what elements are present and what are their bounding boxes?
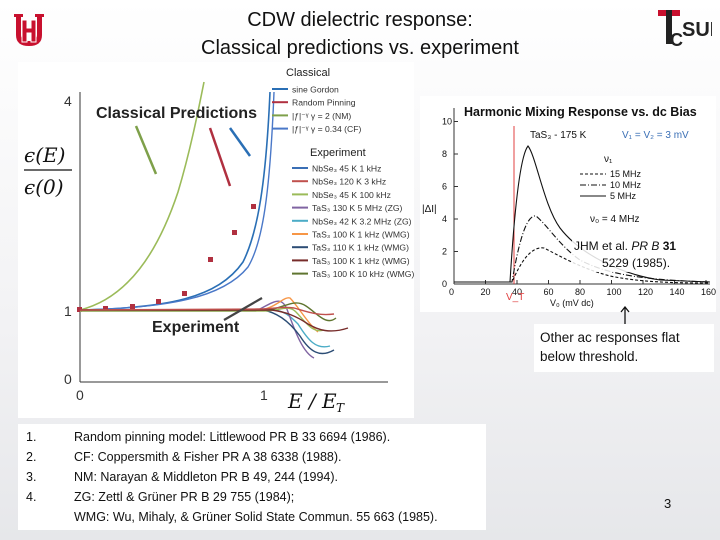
hm-x-tick-label: 40 (512, 287, 522, 297)
tcsuh-logo: C SUH (658, 10, 712, 50)
hm-freq-10: 10 MHz (610, 180, 642, 190)
legend-classical-entries: sine Gordon Random Pinning |ƒ|⁻ᵞ γ = 2 (NM… (272, 85, 361, 134)
hm-x-tick-label: 160 (701, 287, 716, 297)
arrow-classical-blue (228, 127, 252, 157)
y-label-numerator: ϵ(E) (24, 143, 65, 167)
hm-curve-10mhz (454, 215, 711, 283)
harmonic-mixing-plot: Harmonic Mixing Response vs. dc Bias 0 2 4… (420, 96, 716, 312)
arrow-classical-green (134, 125, 158, 175)
hm-y-tick-label: 6 (442, 182, 447, 192)
hm-x-tick-label: 20 (481, 287, 491, 297)
hm-nu1: ν₁ (604, 154, 613, 165)
experiment-curves (79, 297, 349, 359)
x-label: E / E (287, 389, 337, 413)
legend: Classical sine Gordon Random Pinning |ƒ|⁻ᵞ… (272, 67, 414, 279)
reference-text: ZG: Zettl & Grüner PR B 29 755 (1984); (74, 490, 295, 504)
hm-y-tick-label: 8 (442, 149, 447, 159)
legend-label: |ƒ|⁻ᵞ γ = 2 (NM) (292, 111, 351, 121)
legend-label: TaS₃ 100 K 1 kHz (WMG) (312, 230, 410, 240)
reference-number: 4. (26, 490, 37, 504)
hm-sample: TaS₃ - 175 K (530, 130, 587, 141)
reference-number: 3. (26, 470, 37, 484)
hm-y-tick-label: 4 (442, 214, 447, 224)
dielectric-response-svg: 4 1 0 0 1 ϵ(E) ϵ(0) E / E T (24, 67, 414, 415)
hm-x-tick-label: 80 (575, 287, 585, 297)
citation: JHM et al. PR B 31 5229 (1985). (572, 238, 696, 272)
reference-text: Random pinning model: Littlewood PR B 33… (74, 430, 391, 444)
citation-volume: 31 (659, 239, 677, 253)
y-label-denominator: ϵ(0) (24, 175, 64, 199)
legend-label: |ƒ|⁻ᵞ γ = 0.34 (CF) (292, 124, 361, 134)
citation-pages: 5229 (1985). (602, 256, 671, 270)
reference-text: WMG: Wu, Mihaly, & Grüner Solid State Co… (74, 510, 438, 524)
references: 1. Random pinning model: Littlewood PR B… (18, 424, 486, 530)
legend-experiment-entries: NbSe₃ 45 K 1 kHz NbSe₃ 120 K 3 kHz NbSe₃ 4… (292, 164, 414, 279)
hm-x-tick-label: 140 (670, 287, 685, 297)
hm-y-tick-label: 10 (442, 117, 452, 127)
arrow-experiment (223, 297, 263, 321)
harmonic-mixing-svg: Harmonic Mixing Response vs. dc Bias 0 2 4… (422, 105, 716, 308)
hm-y-ticks: 0 2 4 6 8 10 (442, 117, 458, 289)
legend-label: TaS₃ 130 K 5 MHz (ZG) (312, 203, 403, 213)
hm-x-tick-label: 120 (638, 287, 653, 297)
hm-y-tick-label: 2 (442, 247, 447, 257)
svg-text:C: C (670, 30, 683, 50)
annot-experiment: Experiment (152, 319, 240, 336)
legend-classical-header: Classical (286, 67, 330, 79)
hm-y-label: |ΔI| (422, 204, 437, 215)
hm-x-tick-label: 60 (544, 287, 554, 297)
citation-authors: JHM et al. (574, 239, 632, 253)
x-tick-1: 1 (260, 387, 268, 403)
hm-freq-15: 15 MHz (610, 169, 642, 179)
note-arrow-icon (620, 306, 630, 324)
reference-text: CF: Coppersmith & Fisher PR A 38 6338 (1… (74, 450, 342, 464)
legend-label: TaS₃ 110 K 1 kHz (WMG) (312, 243, 409, 253)
title-line-2: Classical predictions vs. experiment (201, 37, 519, 59)
hm-x-tick-label: 100 (607, 287, 622, 297)
y-tick-0: 0 (64, 371, 72, 387)
slide-title: CDW dielectric response: Classical predi… (120, 6, 600, 62)
hm-x-tick-label: 0 (449, 287, 454, 297)
legend-experiment-header: Experiment (310, 147, 366, 159)
legend-label: sine Gordon (292, 85, 339, 95)
y-tick-4: 4 (64, 93, 72, 109)
hm-voltage: V₁ = V₂ = 3 mV (622, 130, 689, 141)
legend-label: TaS₃ 100 K 10 kHz (WMG) (312, 269, 414, 279)
legend-label: NbSe₃ 45 K 1 kHz (312, 164, 381, 174)
university-houston-logo (14, 14, 44, 46)
note-box: Other ac responses flat below threshold. (534, 324, 714, 372)
citation-journal: PR B (631, 239, 660, 253)
y-tick-1: 1 (64, 303, 72, 319)
title-line-1: CDW dielectric response: (247, 9, 473, 31)
hm-x-ticks: 0 20 40 60 80 100 120 140 160 (449, 280, 716, 297)
legend-label: Random Pinning (292, 98, 356, 108)
hm-nu0: ν₀ = 4 MHz (590, 214, 639, 225)
x-label-subscript: T (336, 401, 345, 415)
svg-text:SUH: SUH (682, 19, 712, 41)
hm-y-tick-label: 0 (442, 279, 447, 289)
hm-vt-label: V_T (506, 292, 524, 303)
legend-label: NbSe₃ 42 K 3.2 MHz (ZG) (312, 216, 412, 226)
reference-number: 1. (26, 430, 37, 444)
hm-freq-legend: 15 MHz 10 MHz 5 MHz (580, 169, 642, 201)
legend-label: NbSe₃ 120 K 3 kHz (312, 177, 386, 187)
annot-classical-predictions: Classical Predictions (96, 105, 257, 122)
reference-number: 2. (26, 450, 37, 464)
random-pinning-points (77, 204, 256, 312)
reference-text: NM: Narayan & Middleton PR B 49, 244 (19… (74, 470, 339, 484)
curve-cf (79, 91, 275, 311)
legend-label: NbSe₃ 45 K 100 kHz (312, 190, 391, 200)
hm-freq-5: 5 MHz (610, 191, 637, 201)
legend-label: TaS₃ 100 K 1 kHz (WMG) (312, 256, 410, 266)
hm-title: Harmonic Mixing Response vs. dc Bias (464, 105, 697, 119)
page-number: 3 (664, 496, 672, 511)
dielectric-response-plot: 4 1 0 0 1 ϵ(E) ϵ(0) E / E T (18, 62, 414, 418)
hm-x-label: V₀ (mV dc) (550, 298, 594, 308)
arrow-classical-red (208, 127, 232, 187)
x-tick-0: 0 (76, 387, 84, 403)
curve-nm (79, 81, 205, 311)
